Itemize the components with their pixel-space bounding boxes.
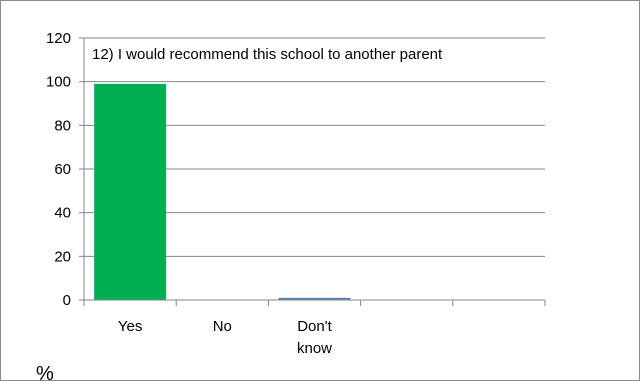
y-tick-label: 40	[54, 205, 71, 222]
y-axis-unit: %	[36, 363, 54, 382]
bar	[94, 83, 167, 300]
y-tick-label: 120	[46, 30, 71, 47]
x-category-label: Yes	[118, 318, 142, 335]
x-tick-labels: Yes No Don't know	[83, 300, 546, 357]
y-tick-labels: 0 20 40 60 80 100 120	[46, 30, 71, 309]
x-category-label: Don't	[297, 318, 332, 335]
y-tick-label: 20	[54, 248, 71, 265]
y-tick-label: 0	[63, 292, 71, 309]
y-tick-label: 60	[54, 161, 71, 178]
y-tick-label: 80	[54, 117, 71, 134]
y-tick-label: 100	[46, 74, 71, 91]
x-category-label: know	[297, 340, 332, 357]
bar	[278, 297, 351, 300]
bars	[94, 83, 351, 300]
axes	[83, 38, 545, 301]
chart-title: 12) I would recommend this school to ano…	[92, 46, 443, 63]
x-category-label: No	[213, 318, 232, 335]
